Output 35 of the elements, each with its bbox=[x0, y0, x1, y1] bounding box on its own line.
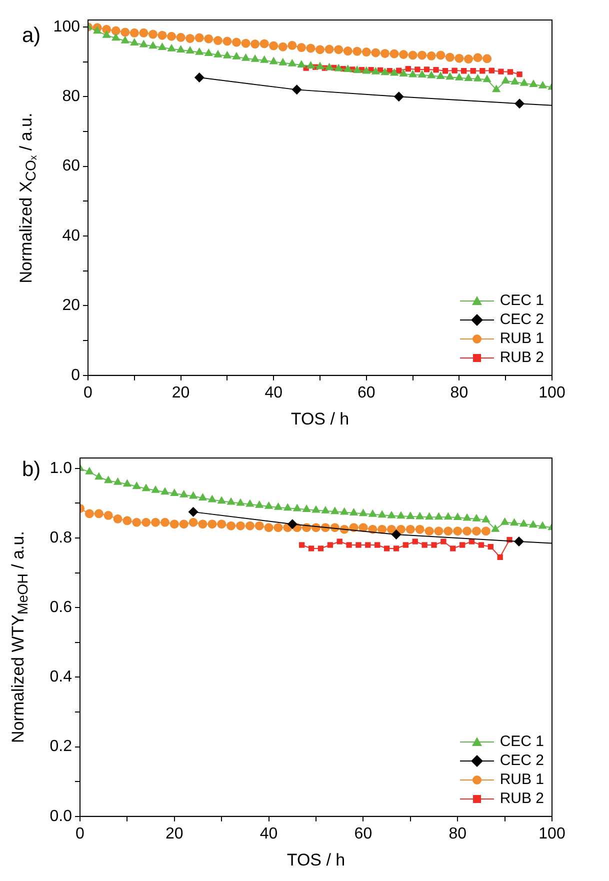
x-tick-label: 100 bbox=[538, 825, 566, 842]
text: a) bbox=[22, 24, 41, 48]
legend-label: CEC 1 bbox=[500, 733, 544, 750]
x-tick-label: 60 bbox=[358, 384, 376, 402]
legend-label: RUB 1 bbox=[500, 771, 544, 788]
x-tick-label: 80 bbox=[448, 825, 467, 842]
y-tick-label: 1.0 bbox=[50, 460, 72, 477]
x-tick-label: 100 bbox=[538, 384, 566, 402]
legend-label: RUB 2 bbox=[500, 790, 544, 808]
y-tick-label: 80 bbox=[62, 88, 80, 106]
y-tick-label: 40 bbox=[62, 227, 80, 244]
y-tick-label: 0.2 bbox=[50, 738, 72, 756]
y-tick-label: 60 bbox=[62, 158, 80, 175]
x-tick-label: 20 bbox=[172, 384, 190, 402]
x-tick-label: 40 bbox=[260, 825, 278, 842]
x-tick-label: 80 bbox=[450, 384, 468, 402]
y-tick-label: 0.4 bbox=[50, 668, 72, 686]
legend-label: CEC 2 bbox=[500, 311, 544, 328]
x-tick-label: 0 bbox=[84, 384, 93, 402]
y-tick-label: 0.0 bbox=[50, 808, 72, 825]
x-axis-title: TOS / h bbox=[286, 850, 346, 870]
text: b) bbox=[22, 458, 41, 482]
legend-label: CEC 2 bbox=[500, 752, 544, 770]
legend-label: CEC 1 bbox=[500, 292, 544, 310]
legend-label: RUB 1 bbox=[500, 330, 544, 348]
x-tick-label: 20 bbox=[166, 825, 184, 842]
y-tick-label: 20 bbox=[62, 297, 80, 314]
y-tick-label: 0.6 bbox=[50, 599, 72, 616]
x-tick-label: 60 bbox=[354, 825, 372, 842]
y-tick-label: 0.8 bbox=[50, 529, 72, 546]
y-tick-label: 0 bbox=[71, 366, 80, 384]
x-tick-label: 40 bbox=[264, 384, 283, 402]
x-axis-title: TOS / h bbox=[290, 409, 350, 428]
legend-label: RUB 2 bbox=[500, 349, 544, 366]
y-tick-label: 100 bbox=[53, 18, 80, 36]
